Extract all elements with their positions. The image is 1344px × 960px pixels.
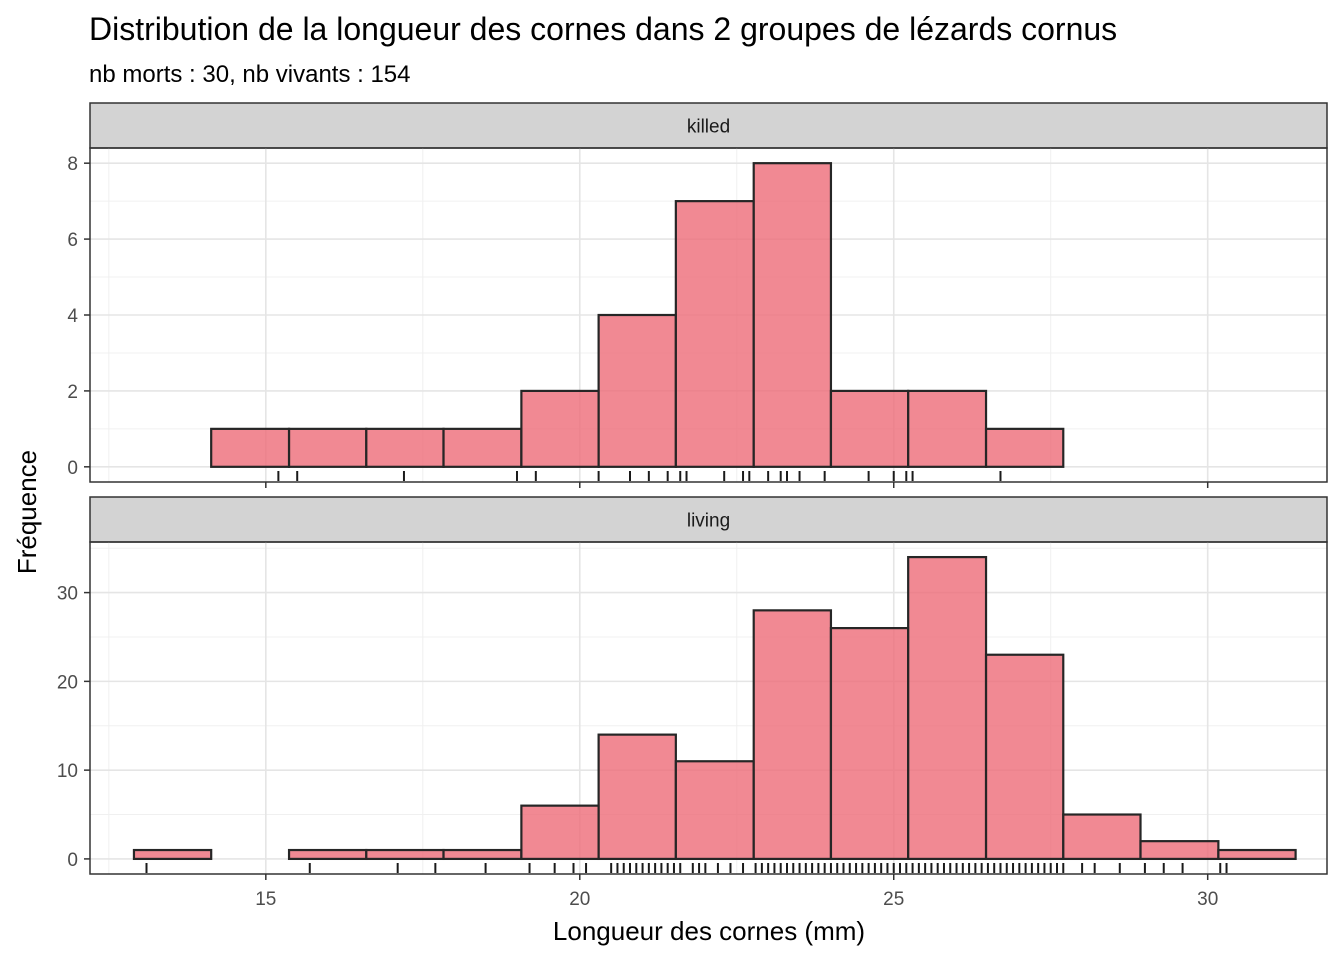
y-tick-label: 10 bbox=[57, 761, 78, 782]
panel-killed: killed 0 2 4 6 8 bbox=[67, 102, 1328, 488]
facet-label: living bbox=[687, 511, 730, 532]
facet-label: killed bbox=[687, 117, 730, 138]
y-tick-label: 30 bbox=[57, 584, 78, 605]
histogram-bar bbox=[442, 848, 523, 861]
chart-subtitle: nb morts : 30, nb vivants : 154 bbox=[89, 61, 411, 88]
facet-strip bbox=[89, 102, 1328, 149]
histogram-bar bbox=[984, 427, 1065, 468]
y-tick-label: 4 bbox=[67, 306, 78, 327]
x-tick-label: 20 bbox=[569, 889, 590, 910]
histogram-bar bbox=[520, 804, 600, 861]
histogram-bar bbox=[442, 427, 523, 468]
chart-title: Distribution de la longueur des cornes d… bbox=[89, 11, 1117, 47]
histogram-bar bbox=[597, 313, 677, 468]
histogram-bar bbox=[674, 200, 755, 468]
panel-border bbox=[89, 541, 1328, 875]
y-tick-label: 8 bbox=[67, 154, 78, 175]
plot-area: killed 0 2 4 6 8 living 0 10 20 30 15 20 25 30 bbox=[57, 102, 1328, 910]
histogram-bar bbox=[365, 848, 445, 861]
histogram-bar bbox=[1217, 848, 1297, 861]
histogram-bar bbox=[984, 653, 1065, 861]
x-tick-label: 15 bbox=[255, 889, 276, 910]
y-tick-label: 20 bbox=[57, 672, 78, 693]
facet-strip bbox=[89, 496, 1328, 543]
histogram-bar bbox=[1139, 840, 1220, 861]
histogram-bar bbox=[829, 627, 910, 861]
histogram-bar bbox=[907, 555, 988, 861]
x-tick-label: 25 bbox=[883, 889, 904, 910]
histogram-bar bbox=[210, 427, 291, 468]
histogram-bar bbox=[520, 389, 600, 468]
histogram-bar bbox=[597, 733, 677, 861]
histogram-bar bbox=[1062, 813, 1142, 861]
histogram-bar bbox=[132, 848, 213, 861]
x-axis-title: Longueur des cornes (mm) bbox=[553, 916, 865, 946]
y-axis-title: Fréquence bbox=[12, 450, 42, 574]
y-tick-label: 0 bbox=[67, 850, 78, 871]
panel-living: living 0 10 20 30 15 20 25 30 bbox=[57, 496, 1328, 910]
histogram-bar bbox=[287, 848, 368, 861]
histogram-bar bbox=[752, 609, 833, 861]
histogram-bar bbox=[829, 389, 910, 468]
histogram-bar bbox=[907, 389, 988, 468]
y-tick-label: 2 bbox=[67, 382, 78, 403]
y-tick-label: 6 bbox=[67, 230, 78, 251]
histogram-bar bbox=[752, 162, 833, 468]
histogram-bar bbox=[287, 427, 368, 468]
y-tick-label: 0 bbox=[67, 458, 78, 479]
x-tick-label: 30 bbox=[1197, 889, 1218, 910]
histogram-bar bbox=[365, 427, 445, 468]
histogram-bar bbox=[674, 760, 755, 861]
